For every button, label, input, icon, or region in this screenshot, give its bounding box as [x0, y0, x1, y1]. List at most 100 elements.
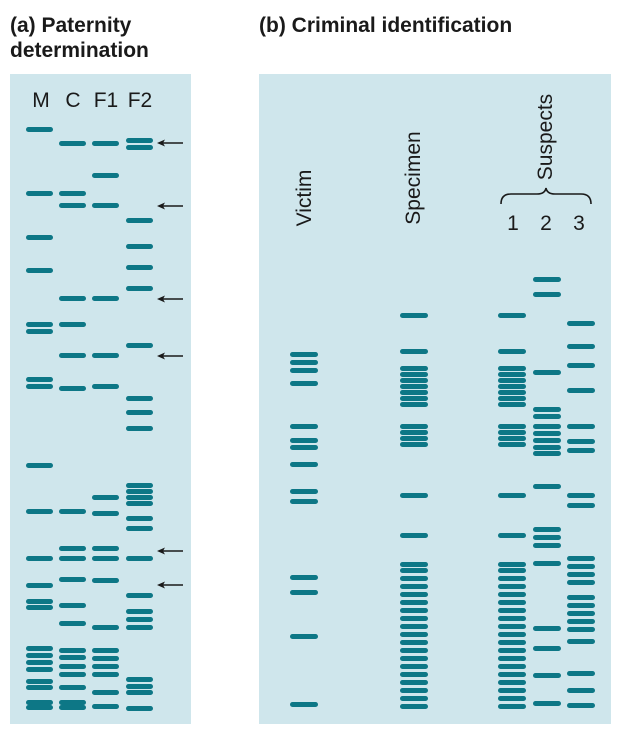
suspect-number-2: 2	[540, 212, 552, 235]
lane-m-band	[26, 329, 53, 334]
suspect-1-band	[498, 378, 526, 383]
lane-label-f1: F1	[93, 89, 119, 112]
suspect-3-band	[567, 439, 595, 444]
lane-m-band	[26, 646, 53, 651]
lane-m-band	[26, 377, 53, 382]
lane-c-band	[59, 700, 86, 705]
specimen-band	[400, 600, 428, 605]
specimen-band	[400, 648, 428, 653]
suspect-1-band	[498, 608, 526, 613]
lane-c-band	[59, 322, 86, 327]
lane-f1-band	[92, 296, 119, 301]
victim-band	[290, 462, 318, 467]
specimen-band	[400, 349, 428, 354]
lane-c-band	[59, 648, 86, 653]
lane-m-band	[26, 700, 53, 705]
criminal-gel-panel: Victim Specimen Suspects 1 2 3	[259, 74, 611, 724]
suspect-3-band	[567, 363, 595, 368]
suspect-3-band	[567, 388, 595, 393]
lane-c-band	[59, 655, 86, 660]
lane-m-band	[26, 191, 53, 196]
lane-f1-band	[92, 690, 119, 695]
suspect-1-band	[498, 584, 526, 589]
lane-m-band	[26, 127, 53, 132]
suspect-1-band	[498, 680, 526, 685]
specimen-band	[400, 688, 428, 693]
suspect-1-band	[498, 656, 526, 661]
victim-band	[290, 634, 318, 639]
lane-f2-band	[126, 483, 153, 488]
suspect-3-band	[567, 627, 595, 632]
suspect-1-band	[498, 313, 526, 318]
suspect-1-band	[498, 390, 526, 395]
specimen-band	[400, 640, 428, 645]
specimen-band	[400, 313, 428, 318]
suspect-1-band	[498, 600, 526, 605]
lane-f2-band	[126, 343, 153, 348]
suspect-1-band	[498, 424, 526, 429]
lane-f1-band	[92, 672, 119, 677]
specimen-band	[400, 696, 428, 701]
victim-band	[290, 360, 318, 365]
suspect-3-band	[567, 556, 595, 561]
suspect-1-band	[498, 442, 526, 447]
lane-f1-band	[92, 495, 119, 500]
specimen-band	[400, 562, 428, 567]
suspect-3-band	[567, 619, 595, 624]
lane-f1-band	[92, 546, 119, 551]
suspect-2-band	[533, 414, 561, 419]
left-arrow-icon	[157, 581, 183, 589]
lane-f2-band	[126, 138, 153, 143]
left-arrow-icon	[157, 139, 183, 147]
specimen-band	[400, 372, 428, 377]
victim-band	[290, 702, 318, 707]
suspect-2-band	[533, 451, 561, 456]
suspects-label: Suspects	[534, 93, 557, 181]
panel-b-title: (b) Criminal identification	[259, 14, 513, 37]
suspect-1-band	[498, 672, 526, 677]
victim-band	[290, 575, 318, 580]
suspect-3-band	[567, 595, 595, 600]
suspect-1-band	[498, 533, 526, 538]
lane-c-band	[59, 603, 86, 608]
victim-band	[290, 590, 318, 595]
suspect-1-band	[498, 366, 526, 371]
specimen-band	[400, 424, 428, 429]
lane-c-band	[59, 203, 86, 208]
lane-f1-band	[92, 664, 119, 669]
specimen-band	[400, 592, 428, 597]
specimen-band	[400, 680, 428, 685]
specimen-band	[400, 608, 428, 613]
lane-f1-band	[92, 353, 119, 358]
suspect-2-band	[533, 561, 561, 566]
lane-f1-band	[92, 141, 119, 146]
specimen-band	[400, 704, 428, 709]
lane-f2-band	[126, 690, 153, 695]
victim-band	[290, 368, 318, 373]
specimen-band	[400, 396, 428, 401]
lane-m-band	[26, 660, 53, 665]
suspect-number-1: 1	[507, 212, 519, 235]
suspect-1-band	[498, 648, 526, 653]
lane-c-band	[59, 664, 86, 669]
lane-f2-band	[126, 617, 153, 622]
lane-c-band	[59, 141, 86, 146]
specimen-label: Specimen	[402, 131, 425, 225]
suspect-3-band	[567, 703, 595, 708]
suspect-1-band	[498, 436, 526, 441]
lane-f2-band	[126, 426, 153, 431]
victim-band	[290, 352, 318, 357]
suspect-2-band	[533, 543, 561, 548]
suspect-3-band	[567, 564, 595, 569]
lane-f1-band	[92, 648, 119, 653]
suspect-2-band	[533, 431, 561, 436]
lane-f1-band	[92, 173, 119, 178]
lane-m-band	[26, 653, 53, 658]
lane-f2-band	[126, 684, 153, 689]
lane-f2-band	[126, 286, 153, 291]
lane-f2-band	[126, 495, 153, 500]
lane-label-c: C	[65, 89, 81, 112]
specimen-band	[400, 632, 428, 637]
suspect-1-band	[498, 624, 526, 629]
lane-f1-band	[92, 625, 119, 630]
